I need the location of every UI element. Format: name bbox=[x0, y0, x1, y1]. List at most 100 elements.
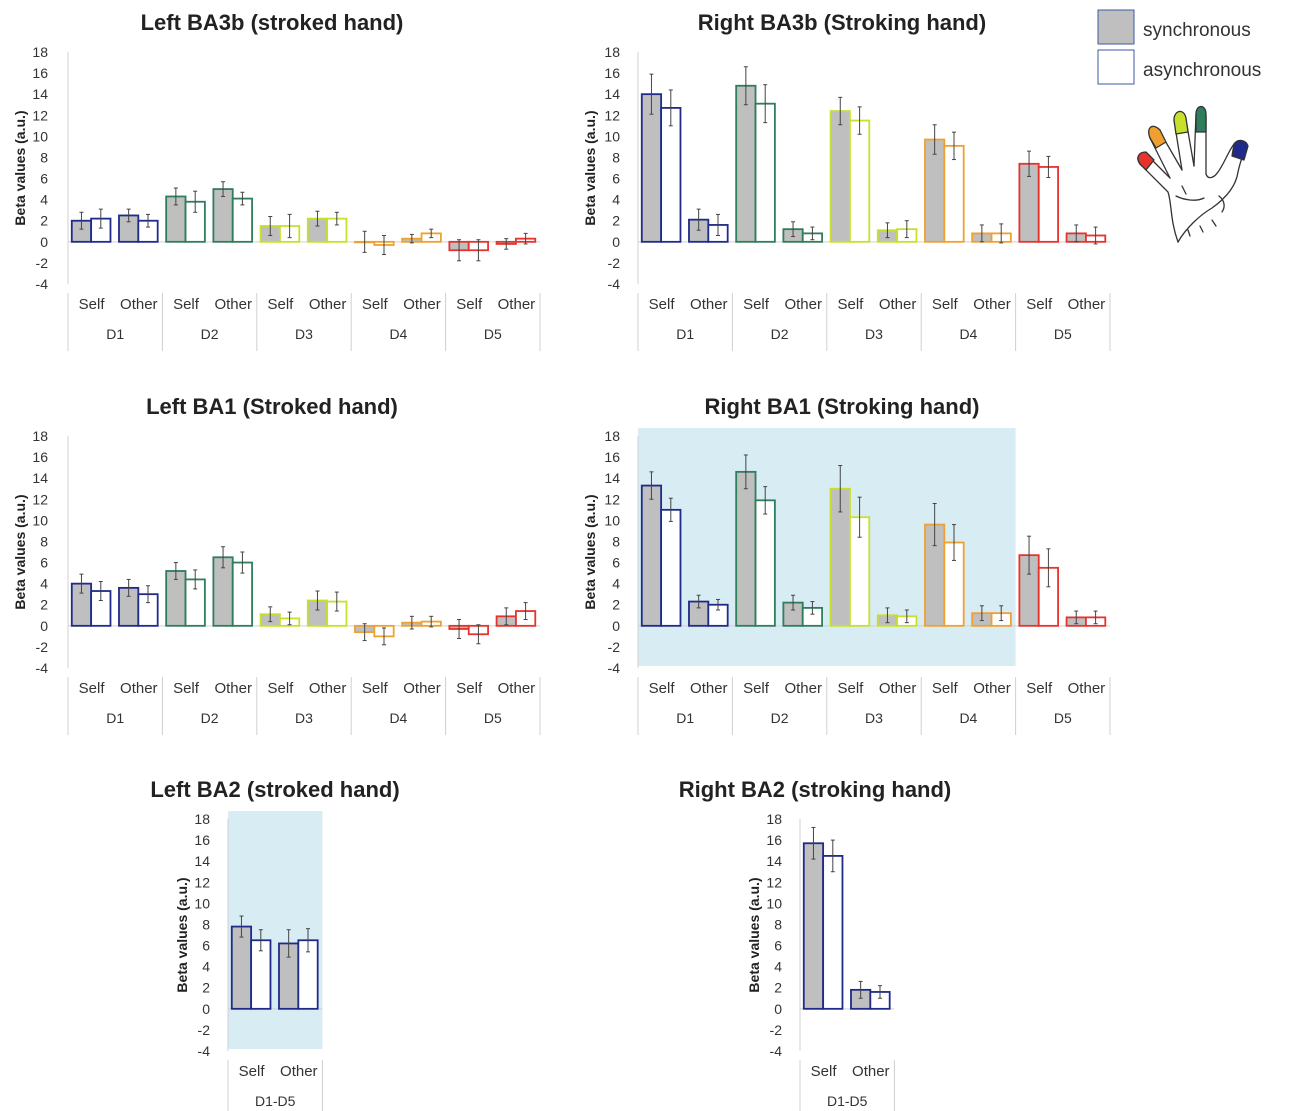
group-label: D1 bbox=[106, 710, 124, 726]
y-tick-label: 6 bbox=[774, 938, 782, 954]
category-label: Other bbox=[403, 680, 441, 697]
category-label: Other bbox=[784, 296, 822, 313]
y-tick-label: -4 bbox=[770, 1043, 783, 1059]
group-label: D5 bbox=[484, 326, 502, 342]
y-tick-label: 18 bbox=[604, 428, 620, 444]
y-tick-label: 4 bbox=[202, 959, 210, 975]
y-tick-label: 18 bbox=[194, 811, 210, 827]
y-tick-label: -4 bbox=[608, 660, 621, 676]
y-tick-label: -2 bbox=[608, 639, 621, 655]
y-tick-label: 14 bbox=[32, 86, 48, 102]
group-label: D4 bbox=[389, 326, 407, 342]
y-tick-label: 18 bbox=[604, 44, 620, 60]
category-label: Self bbox=[173, 296, 200, 313]
bar-D4-Self-sync bbox=[924, 138, 946, 243]
y-tick-label: 14 bbox=[604, 470, 620, 486]
group-label: D1 bbox=[676, 710, 694, 726]
y-tick-label: -4 bbox=[36, 276, 49, 292]
y-tick-label: 6 bbox=[202, 938, 210, 954]
y-tick-label: 12 bbox=[32, 107, 48, 123]
y-tick-label: 16 bbox=[32, 449, 48, 465]
y-axis-label: Beta values (a.u.) bbox=[12, 494, 28, 609]
category-label: Other bbox=[498, 296, 536, 313]
group-label: D5 bbox=[484, 710, 502, 726]
category-label: Self bbox=[649, 680, 676, 697]
y-axis-label: Beta values (a.u.) bbox=[746, 877, 762, 992]
group-label: D2 bbox=[771, 326, 789, 342]
chart-right-ba3b: Right BA3b (Stroking hand) Beta values (a… bbox=[582, 10, 1111, 351]
y-tick-label: 6 bbox=[612, 555, 620, 571]
bar-D2-Other-sync bbox=[212, 188, 234, 243]
y-tick-label: -2 bbox=[198, 1022, 211, 1038]
group-label: D1-D5 bbox=[827, 1093, 868, 1109]
y-tick-label: 2 bbox=[202, 980, 210, 996]
y-tick-label: 14 bbox=[32, 470, 48, 486]
group-label: D5 bbox=[1054, 326, 1072, 342]
y-tick-label: 18 bbox=[32, 428, 48, 444]
y-tick-label: 8 bbox=[612, 149, 620, 165]
group-label: D4 bbox=[959, 326, 977, 342]
y-tick-label: 16 bbox=[32, 65, 48, 81]
chart-title: Left BA1 (Stroked hand) bbox=[146, 394, 398, 419]
category-label: Self bbox=[362, 296, 389, 313]
y-tick-label: 0 bbox=[612, 618, 620, 634]
chart-left-ba2: Left BA2 (stroked hand) Beta values (a.u.… bbox=[150, 777, 400, 1111]
y-tick-label: 4 bbox=[40, 576, 48, 592]
y-tick-label: 12 bbox=[194, 874, 210, 890]
bar-D1-D5-Self-sync bbox=[230, 925, 253, 1010]
bar-D4-Self-async bbox=[943, 144, 965, 243]
category-label: Other bbox=[214, 296, 252, 313]
category-label: Self bbox=[1026, 680, 1053, 697]
y-tick-label: 6 bbox=[612, 171, 620, 187]
y-tick-label: -2 bbox=[608, 255, 621, 271]
y-tick-label: 16 bbox=[604, 65, 620, 81]
y-tick-label: 4 bbox=[40, 192, 48, 208]
y-tick-label: 10 bbox=[604, 128, 620, 144]
category-label: Other bbox=[852, 1063, 890, 1080]
y-tick-label: 4 bbox=[774, 959, 782, 975]
group-label: D4 bbox=[959, 710, 977, 726]
category-label: Other bbox=[690, 680, 728, 697]
category-label: Self bbox=[239, 1063, 266, 1080]
y-tick-label: 0 bbox=[40, 618, 48, 634]
y-tick-label: 10 bbox=[194, 895, 210, 911]
chart-title: Left BA3b (stroked hand) bbox=[141, 10, 404, 35]
y-tick-label: -4 bbox=[608, 276, 621, 292]
bar-D3-Self-sync bbox=[829, 110, 851, 243]
group-label: D3 bbox=[295, 326, 313, 342]
y-axis-label: Beta values (a.u.) bbox=[12, 110, 28, 225]
bar-D2-Self-async bbox=[754, 499, 776, 627]
category-label: Self bbox=[456, 296, 483, 313]
legend-label-asynchronous: asynchronous bbox=[1143, 60, 1261, 81]
group-label: D3 bbox=[295, 710, 313, 726]
y-tick-label: 12 bbox=[32, 491, 48, 507]
category-label: Self bbox=[362, 680, 389, 697]
y-tick-label: 6 bbox=[40, 171, 48, 187]
chart-title: Left BA2 (stroked hand) bbox=[150, 777, 399, 802]
y-tick-label: 14 bbox=[194, 853, 210, 869]
category-label: Self bbox=[649, 296, 676, 313]
y-tick-label: 12 bbox=[766, 874, 782, 890]
group-label: D5 bbox=[1054, 710, 1072, 726]
chart-right-ba2: Right BA2 (stroking hand) Beta values (a.… bbox=[679, 777, 951, 1111]
chart-title: Right BA1 (Stroking hand) bbox=[705, 394, 980, 419]
legend: synchronous asynchronous bbox=[1097, 9, 1261, 85]
y-tick-label: 14 bbox=[604, 86, 620, 102]
y-tick-label: 16 bbox=[604, 449, 620, 465]
y-tick-label: -2 bbox=[36, 255, 49, 271]
bar-D1-D5-Self-async bbox=[822, 855, 844, 1010]
category-label: Other bbox=[280, 1063, 318, 1080]
y-tick-label: 4 bbox=[612, 192, 620, 208]
category-label: Self bbox=[932, 296, 959, 313]
category-label: Self bbox=[743, 296, 770, 313]
category-label: Self bbox=[79, 296, 106, 313]
bar-D5-Self-async bbox=[1037, 166, 1059, 243]
group-label: D2 bbox=[771, 710, 789, 726]
bar-D1-Self-sync bbox=[640, 93, 663, 243]
category-label: Other bbox=[120, 296, 158, 313]
chart-left-ba1: Left BA1 (Stroked hand) Beta values (a.u.… bbox=[12, 394, 541, 735]
category-label: Self bbox=[837, 680, 864, 697]
category-label: Self bbox=[173, 680, 200, 697]
y-tick-label: 8 bbox=[40, 149, 48, 165]
bar-D2-Self-async bbox=[754, 102, 776, 243]
